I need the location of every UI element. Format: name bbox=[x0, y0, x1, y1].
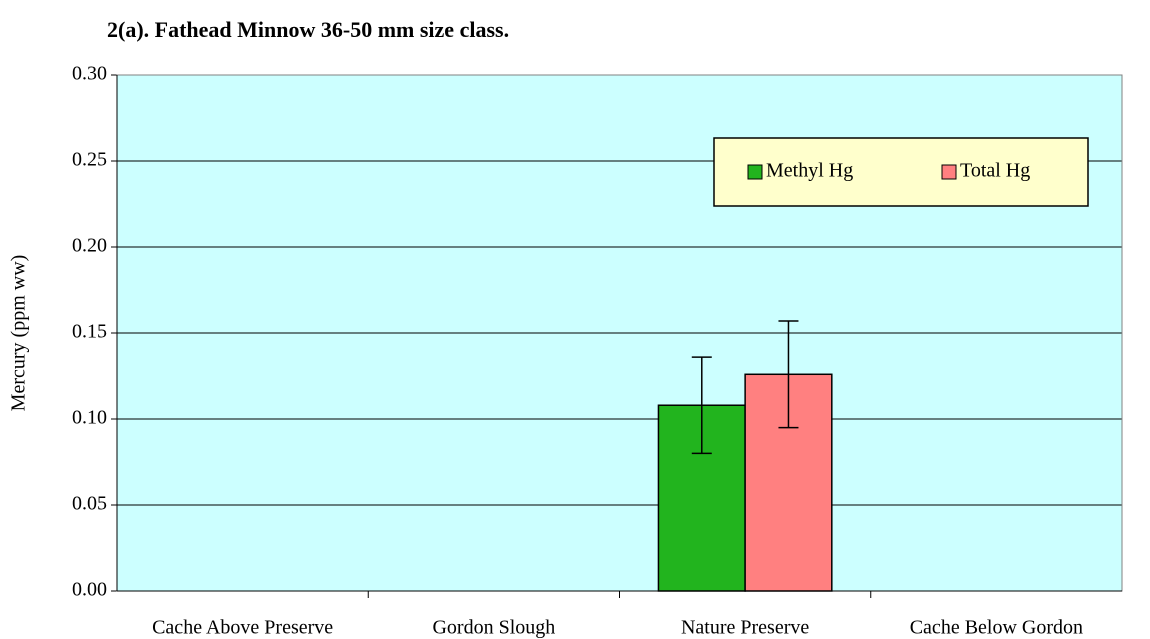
y-tick-label: 0.15 bbox=[72, 321, 107, 343]
y-tick-label: 0.20 bbox=[72, 235, 107, 257]
legend-label: Total Hg bbox=[960, 160, 1030, 182]
x-tick-label: Gordon Slough bbox=[432, 617, 555, 639]
y-tick-label: 0.00 bbox=[72, 579, 107, 601]
x-tick-label: Nature Preserve bbox=[681, 617, 809, 639]
y-tick-label: 0.10 bbox=[72, 407, 107, 429]
legend: Methyl Hg Total Hg bbox=[713, 137, 1089, 207]
x-tick-label: Cache Below Gordon bbox=[910, 617, 1083, 639]
chart-title: 2(a). Fathead Minnow 36-50 mm size class… bbox=[107, 17, 509, 42]
legend-swatch bbox=[941, 164, 957, 180]
legend-box bbox=[713, 137, 1089, 207]
y-tick-label: 0.30 bbox=[72, 63, 107, 85]
error-bar bbox=[778, 320, 799, 429]
x-tick-label: Cache Above Preserve bbox=[152, 617, 333, 639]
y-tick-label: 0.05 bbox=[72, 493, 107, 515]
error-bar bbox=[691, 356, 712, 455]
y-axis-label: Mercury (ppm ww) bbox=[8, 255, 30, 412]
y-tick-label: 0.25 bbox=[72, 149, 107, 171]
legend-swatch bbox=[747, 164, 763, 180]
legend-label: Methyl Hg bbox=[766, 160, 853, 182]
